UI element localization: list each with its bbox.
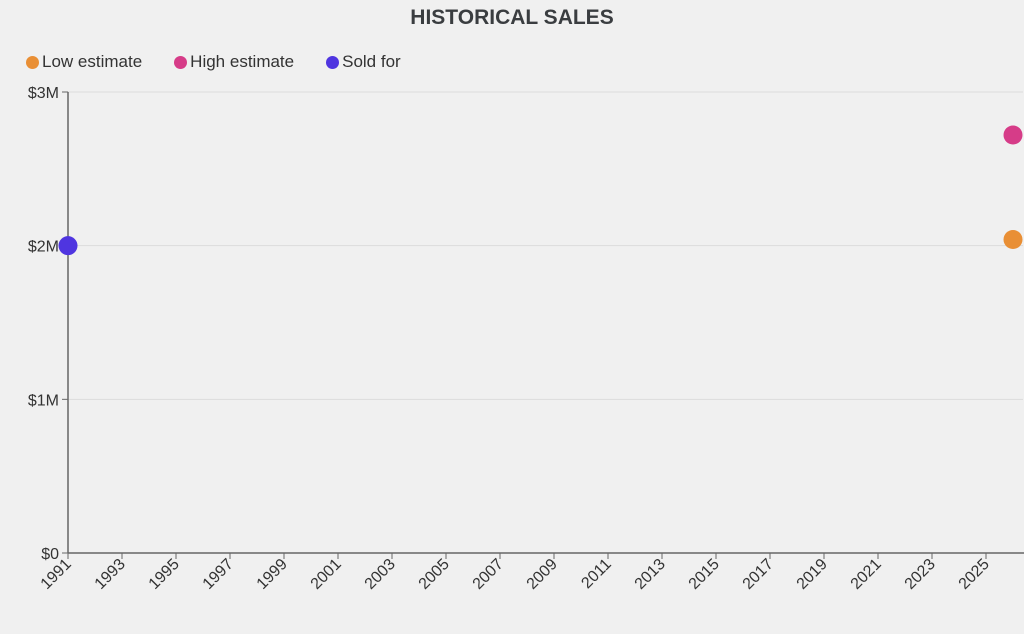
y-tick-label: $0 — [41, 546, 59, 563]
legend-item-sold-for[interactable]: Sold for — [326, 52, 401, 72]
data-point-sold-for — [58, 236, 78, 256]
x-tick-label: 1999 — [254, 556, 291, 593]
data-point-low-estimate — [1003, 230, 1023, 250]
data-point-high-estimate — [1003, 125, 1023, 145]
x-tick-label: 2025 — [956, 556, 993, 593]
chart-title: HISTORICAL SALES — [410, 6, 614, 29]
legend-label: Low estimate — [42, 52, 143, 71]
x-tick-label: 2007 — [470, 556, 507, 593]
legend-item-low-estimate[interactable]: Low estimate — [26, 52, 142, 72]
x-tick-label: 2011 — [578, 556, 614, 592]
legend-dot-icon — [326, 55, 340, 69]
x-tick-label: 2001 — [308, 556, 345, 593]
legend-dot-icon — [26, 55, 39, 69]
y-tick-label: $1M — [28, 392, 59, 409]
x-tick-label: 1997 — [200, 556, 237, 593]
x-tick-label: 2017 — [740, 556, 777, 593]
legend-label: Sold for — [342, 52, 401, 71]
legend: Low estimate High estimate Sold for — [26, 52, 401, 72]
x-tick-label: 2019 — [794, 556, 831, 593]
x-tick-label: 2005 — [416, 556, 453, 593]
x-tick-label: 1995 — [146, 556, 183, 593]
x-tick-label: 2023 — [902, 556, 939, 593]
x-tick-label: 2009 — [524, 556, 561, 593]
x-tick-label: 2003 — [362, 556, 399, 593]
x-tick-label: 2021 — [848, 556, 885, 593]
legend-item-high-estimate[interactable]: High estimate — [174, 52, 294, 72]
legend-dot-icon — [174, 55, 188, 69]
x-tick-label: 2015 — [686, 556, 723, 593]
y-tick-label: $2M — [28, 239, 59, 256]
x-tick-label: 2013 — [632, 556, 669, 593]
legend-label: High estimate — [190, 52, 295, 71]
y-tick-label: $3M — [28, 85, 59, 102]
x-tick-label: 1993 — [92, 556, 129, 593]
